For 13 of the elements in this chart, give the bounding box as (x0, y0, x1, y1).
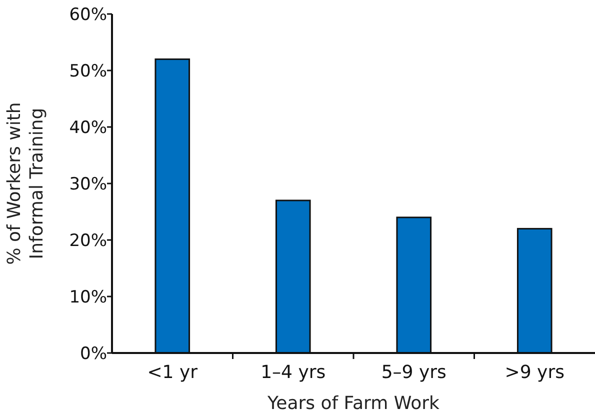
x-tick-label: 1–4 yrs (260, 362, 326, 383)
y-tick-label: 10% (69, 287, 107, 308)
y-axis-title: % of Workers with Informal Training (4, 102, 48, 265)
x-tick-label: >9 yrs (504, 362, 564, 383)
y-tick-label: 20% (69, 230, 107, 251)
y-tick-label: 0% (80, 344, 107, 364)
x-tick-label: 5–9 yrs (381, 362, 446, 383)
x-axis-title: Years of Farm Work (266, 393, 440, 414)
x-tick-label: <1 yr (147, 362, 198, 383)
y-tick-label: 50% (69, 61, 107, 82)
y-tick-label: 60% (69, 4, 107, 25)
y-tick-label: 40% (69, 118, 107, 138)
y-tick-label: 30% (69, 174, 107, 194)
